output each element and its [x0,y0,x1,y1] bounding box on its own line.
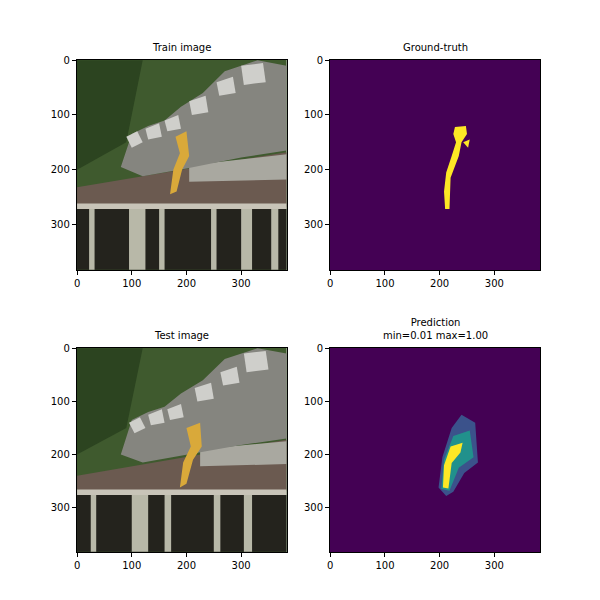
svg-text:300: 300 [304,219,323,230]
svg-text:0: 0 [327,560,333,571]
svg-text:200: 200 [430,560,449,571]
svg-text:200: 200 [51,449,70,460]
svg-text:200: 200 [430,278,449,289]
svg-text:200: 200 [304,449,323,460]
svg-text:100: 100 [375,560,394,571]
svg-text:0: 0 [317,343,323,354]
svg-text:300: 300 [232,560,251,571]
svg-text:100: 100 [304,396,323,407]
svg-text:100: 100 [122,278,141,289]
svg-text:100: 100 [375,278,394,289]
svg-text:100: 100 [122,560,141,571]
svg-text:0: 0 [63,55,69,66]
svg-text:200: 200 [177,560,196,571]
svg-text:300: 300 [232,278,251,289]
svg-text:200: 200 [51,164,70,175]
svg-text:Test image: Test image [154,330,209,341]
svg-text:100: 100 [51,109,70,120]
svg-text:300: 300 [304,502,323,513]
svg-text:100: 100 [304,109,323,120]
svg-text:300: 300 [51,502,70,513]
svg-text:Ground-truth: Ground-truth [403,42,468,53]
svg-text:300: 300 [485,278,504,289]
svg-text:300: 300 [51,219,70,230]
svg-text:0: 0 [317,55,323,66]
svg-text:300: 300 [485,560,504,571]
svg-text:0: 0 [74,560,80,571]
svg-text:200: 200 [304,164,323,175]
svg-text:Train image: Train image [152,42,211,53]
svg-text:0: 0 [327,278,333,289]
svg-text:0: 0 [74,278,80,289]
svg-text:100: 100 [51,396,70,407]
svg-text:0: 0 [63,343,69,354]
svg-text:Predictionmin=0.01 max=1.00: Predictionmin=0.01 max=1.00 [383,317,488,341]
svg-text:200: 200 [177,278,196,289]
